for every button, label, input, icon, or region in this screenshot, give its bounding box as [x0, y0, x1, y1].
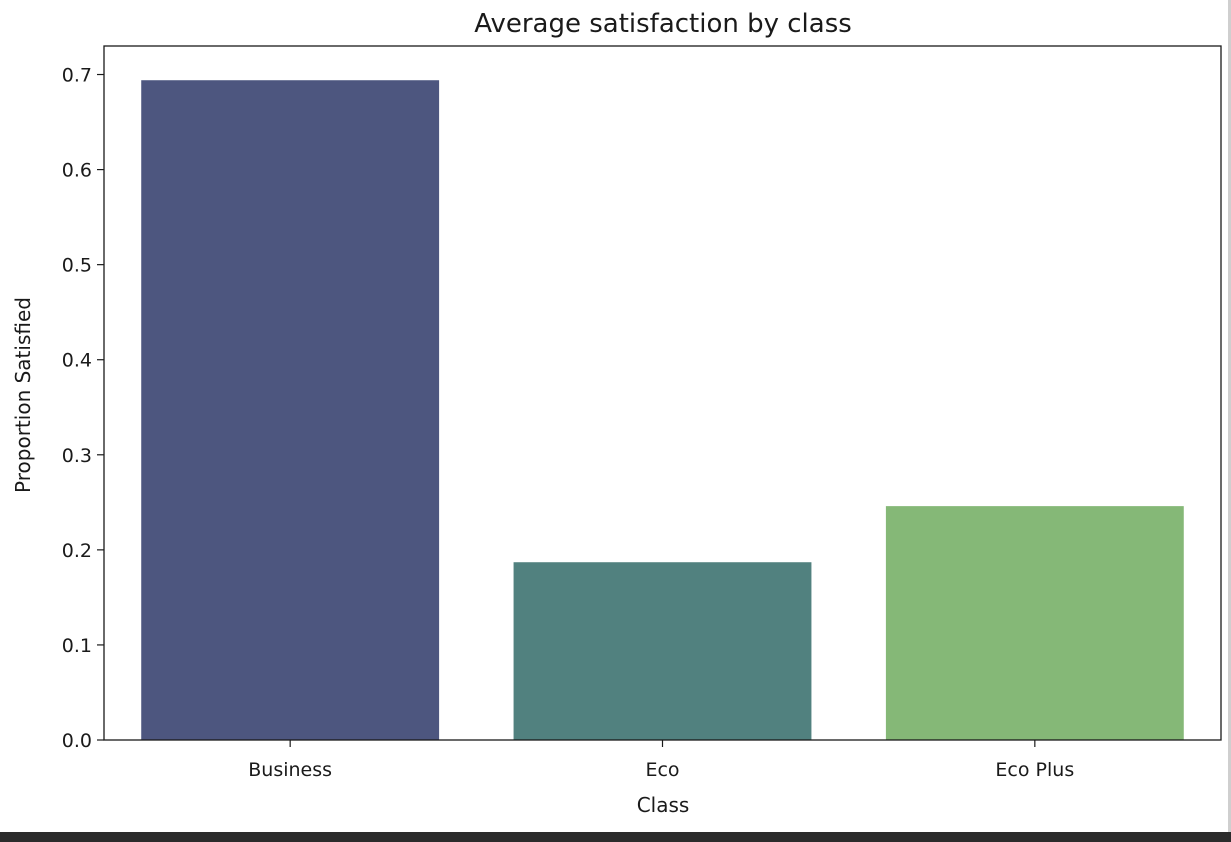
y-tick-label: 0.4	[62, 350, 92, 372]
y-tick-label: 0.0	[62, 730, 92, 752]
y-axis-label: Proportion Satisfied	[11, 297, 35, 493]
y-tick-label: 0.7	[62, 65, 92, 87]
bar-eco	[513, 562, 812, 740]
y-tick-label: 0.5	[62, 255, 92, 277]
plot-area: Business Eco Eco Plus 0.0 0.1 0.2 0.3 0.4 0.5 0.6…	[62, 45, 1222, 781]
x-axis-label: Class	[637, 793, 690, 817]
x-tick-label: Eco	[645, 759, 679, 781]
y-tick-label: 0.6	[62, 160, 92, 182]
bottom-bar	[0, 832, 1231, 842]
chart-title: Average satisfaction by class	[474, 9, 852, 39]
axes-frame	[103, 45, 1222, 741]
y-tick-label: 0.1	[62, 635, 92, 657]
window-edge	[1228, 0, 1231, 832]
bar-eco-plus	[885, 506, 1184, 740]
y-tick-label: 0.2	[62, 540, 92, 562]
x-tick-label: Business	[248, 759, 332, 781]
x-tick-label: Eco Plus	[995, 759, 1074, 781]
y-tick-label: 0.3	[62, 445, 92, 467]
bar-business	[141, 80, 440, 740]
